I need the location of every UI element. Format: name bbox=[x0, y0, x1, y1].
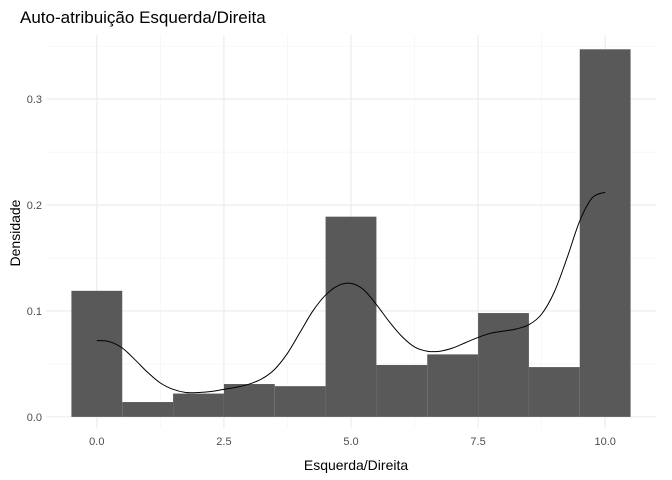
histogram-bar bbox=[325, 216, 377, 417]
histogram-bar bbox=[122, 402, 174, 417]
y-axis-title: Densidade bbox=[7, 199, 23, 266]
y-tick-label: 0.2 bbox=[27, 200, 42, 212]
y-axis-ticks: 0.0 0.1 0.2 0.3 bbox=[27, 94, 42, 424]
histogram-bar bbox=[528, 367, 580, 417]
x-axis-title: Esquerda/Direita bbox=[304, 457, 408, 473]
histogram-bar bbox=[274, 386, 326, 417]
y-tick-label: 0.3 bbox=[27, 94, 42, 106]
x-tick-label: 0.0 bbox=[89, 436, 104, 448]
histogram-bar bbox=[478, 313, 529, 417]
density-curve bbox=[96, 191, 606, 394]
histogram-bar bbox=[71, 290, 123, 417]
y-tick-label: 0.1 bbox=[27, 306, 42, 318]
x-axis-ticks: 0.0 2.5 5.0 7.5 10.0 bbox=[89, 436, 616, 448]
histogram-bar bbox=[579, 49, 631, 417]
histogram-bar bbox=[223, 384, 275, 417]
histogram-bar bbox=[427, 354, 479, 417]
histogram-bar bbox=[173, 393, 224, 417]
x-tick-label: 7.5 bbox=[470, 436, 485, 448]
chart-title: Auto-atribuição Esquerda/Direita bbox=[20, 8, 266, 27]
x-tick-label: 2.5 bbox=[216, 436, 231, 448]
histogram-bars bbox=[71, 49, 631, 417]
y-tick-label: 0.0 bbox=[27, 412, 42, 424]
x-tick-label: 5.0 bbox=[343, 436, 358, 448]
histogram-bar bbox=[376, 364, 428, 417]
x-tick-label: 10.0 bbox=[594, 436, 615, 448]
